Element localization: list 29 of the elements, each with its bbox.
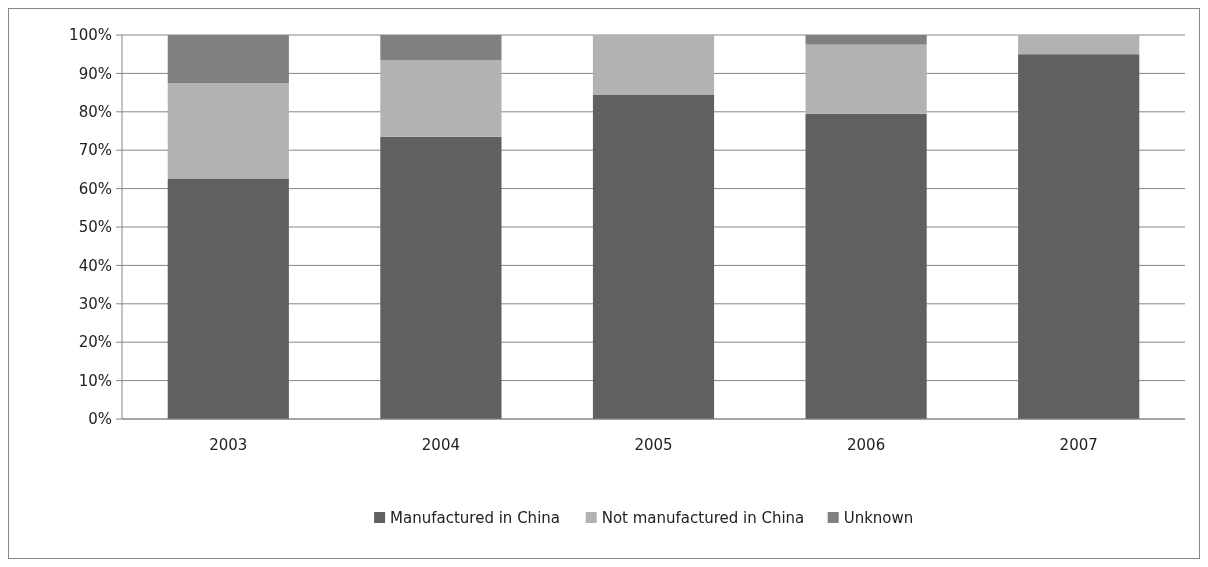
bar (592, 94, 715, 419)
bar (805, 113, 927, 419)
bar (1018, 35, 1140, 55)
legend-label: Not manufactured in China (601, 509, 805, 528)
x-tick-label: 2004 (421, 436, 460, 454)
bar (167, 83, 289, 179)
x-tick-label: 2005 (634, 436, 673, 454)
bar (1018, 54, 1140, 419)
y-tick-label: 90% (78, 64, 112, 83)
y-tick-label: 100% (69, 26, 112, 45)
bar (380, 59, 502, 137)
legend-label: Unknown (843, 509, 914, 528)
bar (167, 179, 289, 419)
x-tick-label: 2006 (847, 436, 886, 454)
y-tick-label: 60% (78, 179, 112, 198)
y-tick-label: 20% (78, 333, 112, 352)
y-tick-label: 0% (88, 410, 112, 429)
bar (380, 136, 502, 419)
y-tick-label: 70% (78, 141, 112, 160)
y-tick-label: 50% (78, 218, 112, 237)
y-tick-label: 80% (78, 103, 112, 122)
x-tick-label: 2003 (209, 436, 248, 454)
y-tick-label: 10% (78, 371, 112, 390)
y-tick-label: 40% (78, 256, 112, 275)
bar (805, 44, 927, 114)
x-tick-label: 2007 (1059, 436, 1098, 454)
bar (592, 35, 715, 95)
legend-label: Manufactured in China (390, 509, 561, 528)
y-tick-label: 30% (78, 295, 112, 314)
